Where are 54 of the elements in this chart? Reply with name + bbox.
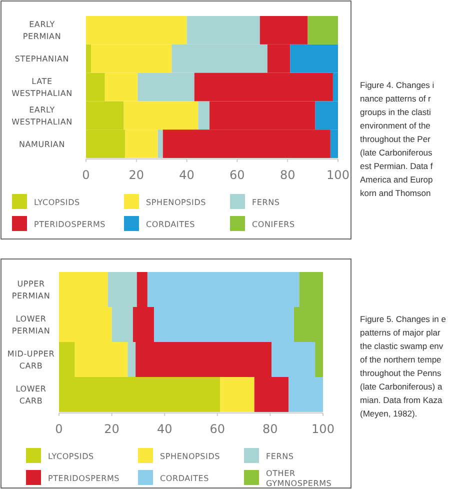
text: nance patterns of r (360, 94, 432, 104)
x-tick-label: 100 (326, 168, 350, 182)
x-tick-label: 80 (280, 168, 296, 182)
x-tick-label: 60 (230, 168, 245, 182)
text: (late Carboniferous (360, 148, 432, 158)
y-tick-label: LOWER CARB (16, 384, 46, 406)
legend-label: SPHENOPSIDS (160, 452, 220, 461)
text: mian. Data from Kaza (360, 395, 442, 405)
text: throughout the Penns (360, 368, 442, 378)
legend-label: LYCOPSIDS (48, 452, 94, 461)
x-tick-label: 80 (262, 422, 278, 436)
bar (220, 377, 254, 412)
text: groups in the clasti (360, 107, 431, 117)
y-tick-label: EARLY WESTPHALIAN (12, 105, 72, 126)
legend-label: OTHER GYMNOSPERMS (266, 469, 332, 488)
x-tick-label: 60 (210, 422, 226, 436)
text: environment of the (360, 120, 431, 130)
y-tick-label: LATE WESTPHALIAN (12, 77, 72, 98)
text: throughout the Per (360, 134, 431, 144)
text: est Permian. Data f (360, 161, 434, 171)
y-tick-label: MID-UPPER CARB (7, 350, 55, 370)
text: of the northern tempe (360, 354, 442, 364)
legend-label: LYCOPSIDS (34, 198, 80, 207)
text: korn and Thomson (360, 188, 431, 198)
legend-label: CORDAITES (160, 474, 210, 483)
y-tick-label: STEPHANIAN (14, 54, 70, 64)
text: the clastic swamp env (360, 341, 444, 351)
y-tick-label: UPPER PERMIAN (12, 280, 50, 300)
text: (Meyen, 1982). (360, 408, 418, 418)
legend-label: FERNS (266, 452, 294, 461)
legend-label: CORDAITES (146, 220, 196, 229)
caption: Figure 4. Changes i (360, 80, 434, 90)
bar (308, 16, 338, 44)
x-tick-label: 100 (312, 422, 334, 436)
text: (late Carboniferous) a (360, 382, 442, 392)
x-tick-label: 0 (55, 422, 63, 436)
x-tick-label: 0 (82, 168, 90, 182)
bar (198, 101, 210, 130)
x-tick-label: 20 (128, 168, 144, 182)
bar (158, 130, 163, 158)
text: patterns of major plar (360, 328, 440, 338)
x-tick-label: 40 (179, 168, 194, 182)
legend-label: PTERIDOSPERMS (34, 220, 106, 229)
x-tick-label: 20 (104, 422, 120, 436)
y-tick-label: EARLY PERMIAN (22, 20, 62, 42)
caption: Figure 5. Changes in e (360, 314, 446, 324)
legend-label: PTERIDOSPERMS (48, 474, 120, 483)
legend-label: CONIFERS (252, 220, 295, 229)
y-tick-label: LOWER PERMIAN (12, 314, 50, 336)
x-tick-label: 40 (156, 422, 172, 436)
legend-label: FERNS (252, 198, 280, 207)
text: America and Europ (360, 174, 434, 184)
legend-label: SPHENOPSIDS (146, 198, 206, 207)
y-tick-label: NAMURIAN (19, 140, 65, 149)
